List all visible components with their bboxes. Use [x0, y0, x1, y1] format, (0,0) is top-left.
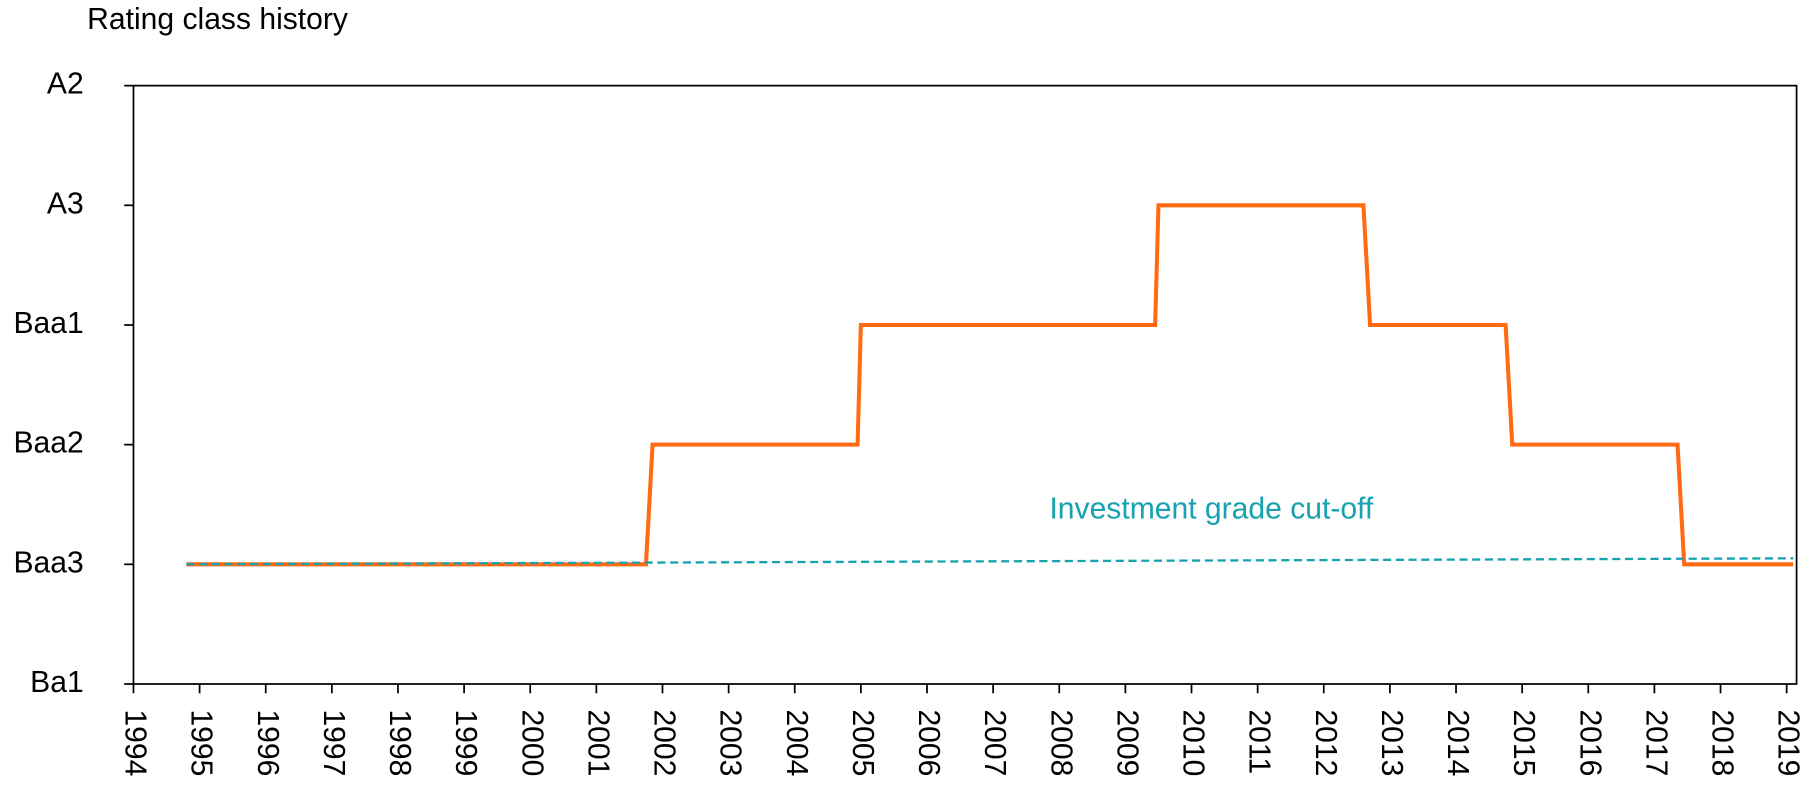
- x-tick-label: 2018: [1706, 709, 1739, 776]
- y-tick-label: Baa1: [13, 307, 83, 340]
- x-tick-label: 1997: [317, 709, 350, 776]
- x-tick-label: 2010: [1177, 709, 1210, 776]
- y-tick-label: Ba1: [30, 666, 84, 699]
- x-tick-label: 2002: [648, 709, 681, 776]
- x-tick-label: 2014: [1441, 709, 1474, 776]
- y-tick-label: Baa2: [13, 427, 83, 460]
- x-tick-label: 2004: [780, 709, 813, 776]
- x-tick-label: 2008: [1044, 709, 1077, 776]
- x-tick-label: 1994: [119, 709, 152, 776]
- x-tick-label: 2011: [1243, 709, 1276, 774]
- x-tick-label: 2000: [515, 709, 548, 776]
- y-tick-label: A3: [47, 187, 84, 220]
- x-tick-label: 2017: [1639, 709, 1672, 776]
- x-tick-label: 1999: [449, 709, 482, 776]
- x-tick-label: 1996: [251, 709, 284, 776]
- annotation: Investment grade cut-off: [1049, 492, 1373, 525]
- x-tick-label: 2019: [1772, 709, 1805, 776]
- x-tick-label: 2016: [1573, 709, 1606, 776]
- x-tick-label: 2009: [1110, 709, 1143, 776]
- x-tick-label: 1998: [383, 709, 416, 776]
- x-tick-label: 2012: [1309, 709, 1342, 776]
- x-tick-label: 2013: [1375, 709, 1408, 776]
- y-tick-label: A2: [47, 68, 84, 101]
- threshold-line: [186, 557, 1794, 566]
- x-tick-label: 2007: [978, 709, 1011, 776]
- x-tick-label: 1995: [185, 709, 218, 776]
- plot-frame: [132, 84, 1798, 685]
- rating-line: [186, 203, 1794, 567]
- x-tick-label: 2001: [581, 709, 614, 776]
- chart-title: Rating class history: [87, 3, 348, 36]
- x-tick-label: 2003: [714, 709, 747, 776]
- y-tick-label: Baa3: [13, 546, 83, 579]
- x-tick-label: 2015: [1507, 709, 1540, 776]
- x-tick-label: 2006: [912, 709, 945, 776]
- x-tick-label: 2005: [846, 709, 879, 776]
